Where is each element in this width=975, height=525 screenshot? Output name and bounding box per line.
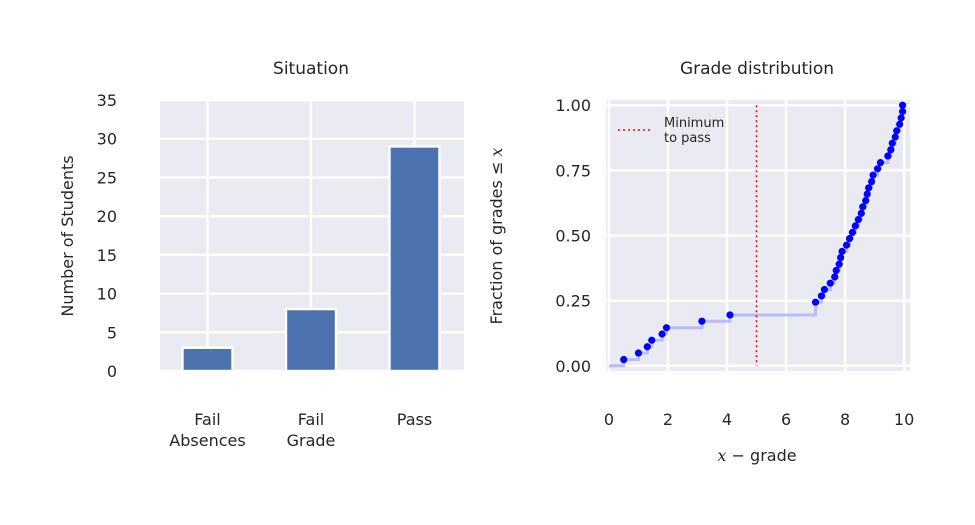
data-point bbox=[893, 127, 901, 135]
data-point bbox=[888, 139, 896, 147]
bars bbox=[181, 145, 441, 373]
y-axis-label-text: Fraction of grades ≤ bbox=[487, 157, 506, 325]
x-tick-label: 8 bbox=[840, 410, 850, 429]
data-point bbox=[862, 196, 870, 205]
data-point bbox=[620, 355, 628, 364]
data-point bbox=[832, 266, 840, 275]
data-point bbox=[899, 101, 907, 109]
data-point bbox=[848, 228, 857, 236]
x-tick-label: 6 bbox=[781, 410, 791, 429]
data-point bbox=[698, 317, 706, 325]
y-tick-label: 0.75 bbox=[555, 161, 591, 180]
data-point bbox=[817, 292, 826, 300]
data-point bbox=[658, 330, 666, 338]
y-tick-label: 15 bbox=[97, 246, 117, 265]
y-axis-label-var: x bbox=[487, 148, 506, 157]
data-point bbox=[842, 241, 851, 249]
data-point bbox=[726, 311, 734, 319]
data-points bbox=[620, 101, 907, 364]
chart-title: Situation bbox=[273, 59, 349, 79]
bar bbox=[284, 307, 338, 373]
data-point bbox=[820, 285, 829, 294]
legend-label-line-2: to pass bbox=[664, 131, 711, 146]
y-tick-labels: 0 5 10 15 20 25 30 35 bbox=[97, 91, 117, 381]
x-tick-labels: Fail Absences Fail Grade Pass bbox=[169, 410, 432, 450]
y-tick-label: 30 bbox=[97, 130, 117, 149]
data-point bbox=[837, 254, 845, 262]
chart-title: Grade distribution bbox=[680, 59, 834, 79]
y-tick-label: 35 bbox=[97, 91, 117, 110]
x-tick-label: Grade bbox=[287, 431, 336, 450]
data-point bbox=[811, 298, 820, 306]
x-axis-label: x − grade bbox=[717, 446, 796, 465]
y-tick-label: 0.00 bbox=[555, 357, 591, 376]
x-tick-label: 0 bbox=[604, 410, 614, 429]
y-tick-label: 0.25 bbox=[555, 292, 591, 311]
data-point bbox=[835, 260, 843, 268]
x-tick-label: Pass bbox=[397, 410, 432, 429]
data-point bbox=[887, 146, 895, 154]
data-point bbox=[831, 273, 839, 281]
y-tick-label: 10 bbox=[97, 285, 117, 304]
gridlines bbox=[606, 100, 910, 371]
data-point bbox=[857, 209, 865, 217]
data-point bbox=[845, 235, 854, 243]
legend: Minimum to pass bbox=[618, 116, 724, 146]
y-tick-label: 1.00 bbox=[555, 96, 591, 115]
y-tick-labels: 0.00 0.25 0.50 0.75 1.00 bbox=[555, 96, 591, 376]
line-chart-grade-distribution: 0.00 0.25 0.50 0.75 1.00 0 2 4 6 8 10 Minimum to … bbox=[487, 59, 914, 465]
data-point bbox=[876, 158, 885, 167]
data-point bbox=[643, 343, 651, 351]
x-axis-label-var: x bbox=[717, 446, 726, 465]
y-axis-label: Number of Students bbox=[58, 155, 77, 316]
y-axis-label: Fraction of grades ≤ x bbox=[487, 148, 506, 325]
data-point bbox=[899, 107, 907, 116]
data-point bbox=[884, 152, 892, 160]
data-point bbox=[662, 324, 671, 332]
data-point bbox=[648, 336, 656, 344]
data-point bbox=[896, 120, 904, 128]
data-point bbox=[859, 203, 867, 211]
legend-label-line-1: Minimum bbox=[664, 116, 724, 131]
data-point bbox=[854, 216, 862, 224]
data-point bbox=[873, 165, 882, 173]
x-tick-labels: 0 2 4 6 8 10 bbox=[604, 410, 914, 429]
data-point bbox=[891, 133, 899, 141]
x-tick-label: 4 bbox=[722, 410, 732, 429]
bar bbox=[181, 346, 234, 373]
data-point bbox=[851, 222, 859, 230]
data-point bbox=[897, 114, 905, 122]
x-tick-label: 2 bbox=[663, 410, 673, 429]
y-tick-label: 20 bbox=[97, 207, 117, 226]
x-tick-label: 10 bbox=[894, 410, 914, 429]
bar-chart-situation: 0 5 10 15 20 25 30 35 Fail Absences Fail Grade Pass… bbox=[58, 59, 464, 450]
y-tick-label: 5 bbox=[107, 323, 117, 342]
y-tick-label: 25 bbox=[97, 168, 117, 187]
x-tick-label: Fail bbox=[298, 410, 324, 429]
bar bbox=[388, 145, 441, 373]
x-tick-label: Fail bbox=[194, 410, 220, 429]
data-point bbox=[869, 171, 877, 179]
data-point bbox=[865, 184, 873, 192]
data-point bbox=[868, 177, 876, 186]
y-tick-label: 0.50 bbox=[555, 227, 591, 246]
y-tick-label: 0 bbox=[107, 362, 117, 381]
data-point bbox=[863, 190, 871, 198]
x-axis-label-text: − grade bbox=[726, 446, 796, 465]
data-point bbox=[826, 279, 834, 287]
data-point bbox=[838, 247, 846, 255]
x-tick-label: Absences bbox=[169, 431, 245, 450]
data-point bbox=[634, 349, 643, 357]
